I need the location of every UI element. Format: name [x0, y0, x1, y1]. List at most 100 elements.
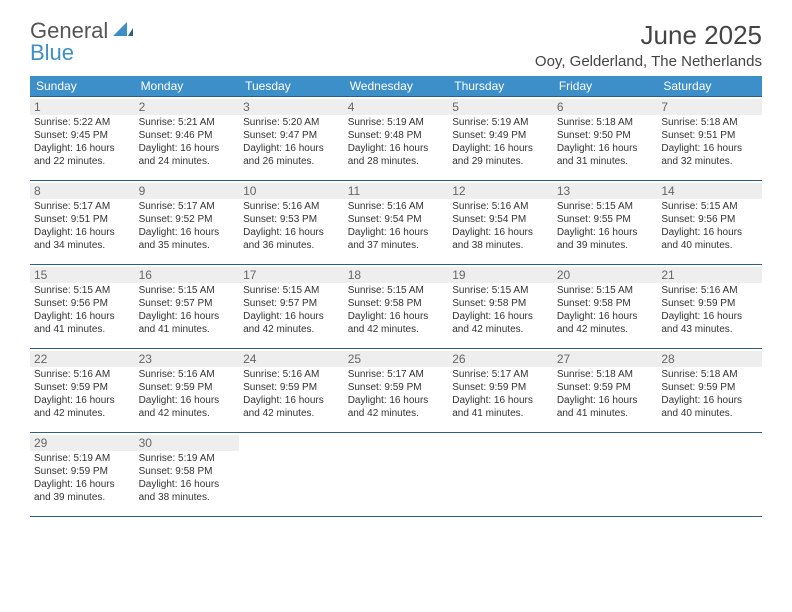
calendar-week-row: 22Sunrise: 5:16 AMSunset: 9:59 PMDayligh…: [30, 349, 762, 433]
day-info: Sunrise: 5:16 AMSunset: 9:59 PMDaylight:…: [34, 368, 131, 420]
day-info: Sunrise: 5:17 AMSunset: 9:59 PMDaylight:…: [452, 368, 549, 420]
sunrise-text: Sunrise: 5:17 AM: [34, 200, 131, 213]
daylight-text: Daylight: 16 hours and 42 minutes.: [243, 394, 340, 420]
sunrise-text: Sunrise: 5:19 AM: [348, 116, 445, 129]
daylight-text: Daylight: 16 hours and 42 minutes.: [34, 394, 131, 420]
daylight-text: Daylight: 16 hours and 32 minutes.: [661, 142, 758, 168]
daylight-text: Daylight: 16 hours and 39 minutes.: [34, 478, 131, 504]
calendar-day-cell: 7Sunrise: 5:18 AMSunset: 9:51 PMDaylight…: [657, 97, 762, 181]
sunset-text: Sunset: 9:57 PM: [139, 297, 236, 310]
location-text: Ooy, Gelderland, The Netherlands: [535, 53, 762, 70]
sunset-text: Sunset: 9:54 PM: [348, 213, 445, 226]
day-number: 25: [344, 351, 449, 367]
calendar-day-cell: [657, 433, 762, 517]
weekday-header-row: Sunday Monday Tuesday Wednesday Thursday…: [30, 76, 762, 97]
day-number: 11: [344, 183, 449, 199]
day-number: 20: [553, 267, 658, 283]
calendar-day-cell: 28Sunrise: 5:18 AMSunset: 9:59 PMDayligh…: [657, 349, 762, 433]
day-info: Sunrise: 5:15 AMSunset: 9:55 PMDaylight:…: [557, 200, 654, 252]
day-info: Sunrise: 5:16 AMSunset: 9:54 PMDaylight:…: [452, 200, 549, 252]
day-info: Sunrise: 5:22 AMSunset: 9:45 PMDaylight:…: [34, 116, 131, 168]
sunset-text: Sunset: 9:59 PM: [243, 381, 340, 394]
sunset-text: Sunset: 9:59 PM: [34, 465, 131, 478]
calendar-day-cell: 26Sunrise: 5:17 AMSunset: 9:59 PMDayligh…: [448, 349, 553, 433]
brand-text-2: Blue: [30, 40, 74, 65]
sunset-text: Sunset: 9:52 PM: [139, 213, 236, 226]
daylight-text: Daylight: 16 hours and 35 minutes.: [139, 226, 236, 252]
day-number: 10: [239, 183, 344, 199]
day-info: Sunrise: 5:16 AMSunset: 9:54 PMDaylight:…: [348, 200, 445, 252]
calendar-day-cell: 25Sunrise: 5:17 AMSunset: 9:59 PMDayligh…: [344, 349, 449, 433]
day-info: Sunrise: 5:18 AMSunset: 9:51 PMDaylight:…: [661, 116, 758, 168]
calendar-day-cell: 2Sunrise: 5:21 AMSunset: 9:46 PMDaylight…: [135, 97, 240, 181]
day-info: Sunrise: 5:15 AMSunset: 9:58 PMDaylight:…: [557, 284, 654, 336]
day-number: 26: [448, 351, 553, 367]
calendar-day-cell: 3Sunrise: 5:20 AMSunset: 9:47 PMDaylight…: [239, 97, 344, 181]
sunrise-text: Sunrise: 5:17 AM: [139, 200, 236, 213]
sunrise-text: Sunrise: 5:17 AM: [452, 368, 549, 381]
col-mon: Monday: [135, 76, 240, 97]
daylight-text: Daylight: 16 hours and 42 minutes.: [452, 310, 549, 336]
day-info: Sunrise: 5:15 AMSunset: 9:57 PMDaylight:…: [139, 284, 236, 336]
col-sun: Sunday: [30, 76, 135, 97]
day-number: 16: [135, 267, 240, 283]
daylight-text: Daylight: 16 hours and 31 minutes.: [557, 142, 654, 168]
calendar-day-cell: 17Sunrise: 5:15 AMSunset: 9:57 PMDayligh…: [239, 265, 344, 349]
sunset-text: Sunset: 9:50 PM: [557, 129, 654, 142]
day-number: 27: [553, 351, 658, 367]
sunrise-text: Sunrise: 5:15 AM: [243, 284, 340, 297]
day-number: 29: [30, 435, 135, 451]
day-number: 1: [30, 99, 135, 115]
day-info: Sunrise: 5:15 AMSunset: 9:58 PMDaylight:…: [452, 284, 549, 336]
sunrise-text: Sunrise: 5:15 AM: [661, 200, 758, 213]
title-block: June 2025 Ooy, Gelderland, The Netherlan…: [535, 20, 762, 70]
day-number: 18: [344, 267, 449, 283]
daylight-text: Daylight: 16 hours and 41 minutes.: [557, 394, 654, 420]
day-number: 21: [657, 267, 762, 283]
sunrise-text: Sunrise: 5:18 AM: [557, 368, 654, 381]
sunset-text: Sunset: 9:57 PM: [243, 297, 340, 310]
daylight-text: Daylight: 16 hours and 26 minutes.: [243, 142, 340, 168]
sunset-text: Sunset: 9:49 PM: [452, 129, 549, 142]
calendar-week-row: 8Sunrise: 5:17 AMSunset: 9:51 PMDaylight…: [30, 181, 762, 265]
day-number: 19: [448, 267, 553, 283]
sunrise-text: Sunrise: 5:18 AM: [661, 116, 758, 129]
day-number: 2: [135, 99, 240, 115]
sunset-text: Sunset: 9:56 PM: [34, 297, 131, 310]
day-info: Sunrise: 5:16 AMSunset: 9:59 PMDaylight:…: [243, 368, 340, 420]
day-number: 28: [657, 351, 762, 367]
day-info: Sunrise: 5:16 AMSunset: 9:53 PMDaylight:…: [243, 200, 340, 252]
sunrise-text: Sunrise: 5:16 AM: [452, 200, 549, 213]
month-title: June 2025: [535, 20, 762, 51]
day-info: Sunrise: 5:16 AMSunset: 9:59 PMDaylight:…: [139, 368, 236, 420]
day-number: 30: [135, 435, 240, 451]
sunset-text: Sunset: 9:59 PM: [139, 381, 236, 394]
daylight-text: Daylight: 16 hours and 42 minutes.: [557, 310, 654, 336]
day-number: 14: [657, 183, 762, 199]
daylight-text: Daylight: 16 hours and 24 minutes.: [139, 142, 236, 168]
page-header: General Blue June 2025 Ooy, Gelderland, …: [30, 20, 762, 70]
daylight-text: Daylight: 16 hours and 41 minutes.: [452, 394, 549, 420]
calendar-day-cell: 20Sunrise: 5:15 AMSunset: 9:58 PMDayligh…: [553, 265, 658, 349]
day-info: Sunrise: 5:19 AMSunset: 9:59 PMDaylight:…: [34, 452, 131, 504]
sunset-text: Sunset: 9:58 PM: [348, 297, 445, 310]
day-info: Sunrise: 5:15 AMSunset: 9:58 PMDaylight:…: [348, 284, 445, 336]
day-info: Sunrise: 5:18 AMSunset: 9:59 PMDaylight:…: [557, 368, 654, 420]
sunset-text: Sunset: 9:51 PM: [34, 213, 131, 226]
daylight-text: Daylight: 16 hours and 40 minutes.: [661, 226, 758, 252]
sunrise-text: Sunrise: 5:15 AM: [557, 284, 654, 297]
sunrise-text: Sunrise: 5:19 AM: [139, 452, 236, 465]
day-number: 22: [30, 351, 135, 367]
calendar-day-cell: [344, 433, 449, 517]
daylight-text: Daylight: 16 hours and 37 minutes.: [348, 226, 445, 252]
daylight-text: Daylight: 16 hours and 34 minutes.: [34, 226, 131, 252]
calendar-day-cell: 24Sunrise: 5:16 AMSunset: 9:59 PMDayligh…: [239, 349, 344, 433]
day-number: 4: [344, 99, 449, 115]
sunset-text: Sunset: 9:47 PM: [243, 129, 340, 142]
day-info: Sunrise: 5:19 AMSunset: 9:49 PMDaylight:…: [452, 116, 549, 168]
calendar-day-cell: 10Sunrise: 5:16 AMSunset: 9:53 PMDayligh…: [239, 181, 344, 265]
sunrise-text: Sunrise: 5:21 AM: [139, 116, 236, 129]
calendar-day-cell: 22Sunrise: 5:16 AMSunset: 9:59 PMDayligh…: [30, 349, 135, 433]
calendar-day-cell: [448, 433, 553, 517]
calendar-day-cell: 13Sunrise: 5:15 AMSunset: 9:55 PMDayligh…: [553, 181, 658, 265]
